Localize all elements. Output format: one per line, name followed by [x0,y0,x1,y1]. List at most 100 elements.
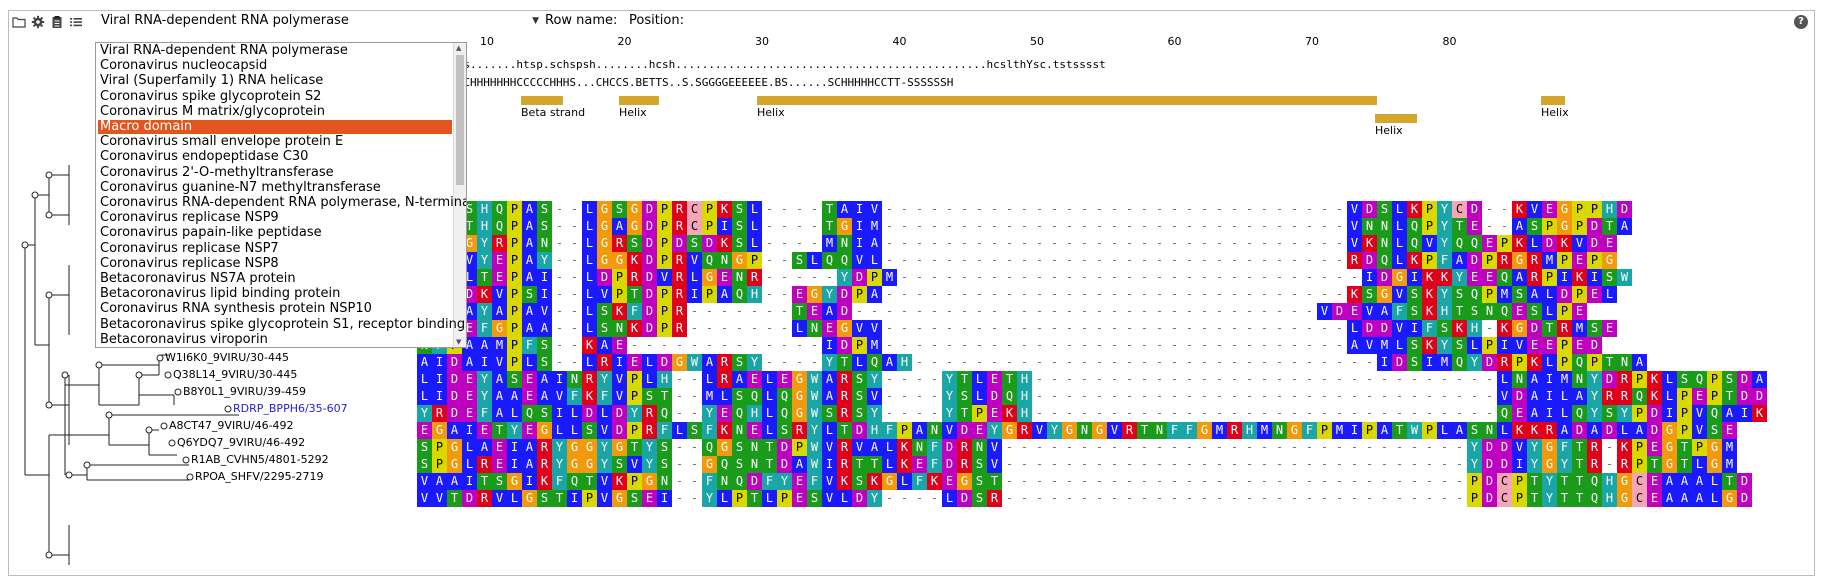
leaf-node[interactable] [174,388,182,396]
residue-cell[interactable]: S [732,201,747,218]
residue-cell[interactable]: L [567,405,582,422]
residue-cell[interactable]: K [582,337,597,354]
residue-cell[interactable]: I [1557,269,1572,286]
residue-cell[interactable]: A [822,388,837,405]
residue-cell[interactable]: F [1557,439,1572,456]
residue-cell[interactable]: P [1707,388,1722,405]
residue-cell[interactable]: K [837,473,852,490]
gap-cell[interactable]: - [1290,236,1299,250]
residue-cell[interactable]: M [1557,371,1572,388]
gap-cell[interactable]: - [1275,202,1284,216]
residue-cell[interactable]: L [1542,354,1557,371]
residue-cell[interactable]: K [897,439,912,456]
residue-cell[interactable]: T [1647,456,1662,473]
residue-cell[interactable]: S [597,320,612,337]
gap-cell[interactable]: - [1215,389,1224,403]
residue-cell[interactable]: T [1557,490,1572,507]
gap-cell[interactable]: - [1365,406,1374,420]
dropdown-option[interactable]: Coronavirus RNA-dependent RNA polymerase… [100,195,467,210]
gap-cell[interactable]: - [975,338,984,352]
gap-cell[interactable]: - [1065,236,1074,250]
gap-cell[interactable]: - [1050,236,1059,250]
residue-cell[interactable]: L [1347,320,1362,337]
gap-cell[interactable]: - [1455,457,1464,471]
residue-cell[interactable]: S [972,490,987,507]
residue-cell[interactable]: H [657,371,672,388]
residue-cell[interactable]: A [912,422,927,439]
residue-cell[interactable]: S [807,490,822,507]
residue-cell[interactable]: G [597,218,612,235]
gap-cell[interactable]: - [1215,321,1224,335]
gap-cell[interactable]: - [1065,253,1074,267]
gap-cell[interactable]: - [1095,474,1104,488]
gap-cell[interactable]: - [1080,287,1089,301]
residue-cell[interactable]: P [1512,473,1527,490]
gap-cell[interactable]: - [1290,304,1299,318]
residue-cell[interactable]: G [447,439,462,456]
gap-cell[interactable]: - [1065,474,1074,488]
residue-cell[interactable]: Q [1002,388,1017,405]
residue-cell[interactable]: G [507,473,522,490]
residue-cell[interactable]: D [612,405,627,422]
gap-cell[interactable]: - [1185,491,1194,505]
residue-cell[interactable]: G [597,252,612,269]
residue-cell[interactable]: R [432,405,447,422]
gap-cell[interactable]: - [1125,338,1134,352]
residue-cell[interactable]: P [507,354,522,371]
gap-cell[interactable]: - [1500,202,1509,216]
gap-cell[interactable]: - [945,236,954,250]
residue-cell[interactable]: L [417,388,432,405]
residue-cell[interactable]: L [852,354,867,371]
residue-cell[interactable]: P [1572,201,1587,218]
gap-cell[interactable]: - [1140,389,1149,403]
gap-cell[interactable]: - [1185,406,1194,420]
sequence-alignment[interactable]: EECSHQPAS--LGSGDPRCPKSL----TAIV---------… [417,201,1814,575]
dropdown-option[interactable]: Betacoronavirus viroporin [100,331,268,347]
residue-cell[interactable]: N [1482,303,1497,320]
residue-cell[interactable]: E [1482,269,1497,286]
gap-cell[interactable]: - [900,304,909,318]
gap-cell[interactable]: - [675,457,684,471]
gap-cell[interactable]: - [555,304,564,318]
gap-cell[interactable]: - [1155,321,1164,335]
residue-cell[interactable]: G [957,473,972,490]
residue-cell[interactable]: V [1692,405,1707,422]
gap-cell[interactable]: - [915,219,924,233]
gap-cell[interactable]: - [675,389,684,403]
residue-cell[interactable]: G [597,235,612,252]
residue-cell[interactable]: S [732,218,747,235]
residue-cell[interactable]: P [1677,422,1692,439]
gap-cell[interactable]: - [1335,202,1344,216]
gap-cell[interactable]: - [675,474,684,488]
gap-cell[interactable]: - [675,491,684,505]
residue-cell[interactable]: V [612,371,627,388]
gap-cell[interactable]: - [1170,355,1179,369]
residue-cell[interactable]: E [462,388,477,405]
gap-cell[interactable]: - [1155,457,1164,471]
residue-cell[interactable]: S [1707,422,1722,439]
gap-cell[interactable]: - [1095,406,1104,420]
residue-cell[interactable]: I [552,371,567,388]
residue-cell[interactable]: P [897,422,912,439]
residue-cell[interactable]: Y [477,235,492,252]
residue-cell[interactable]: Q [1572,405,1587,422]
gap-cell[interactable]: - [1215,287,1224,301]
residue-cell[interactable]: R [477,490,492,507]
gap-cell[interactable]: - [570,355,579,369]
residue-cell[interactable]: R [672,286,687,303]
residue-cell[interactable]: Q [1587,490,1602,507]
gap-cell[interactable]: - [1050,440,1059,454]
residue-cell[interactable]: T [492,422,507,439]
residue-cell[interactable]: T [1572,490,1587,507]
gap-cell[interactable]: - [1275,406,1284,420]
gap-cell[interactable]: - [1035,389,1044,403]
gap-cell[interactable]: - [1245,355,1254,369]
residue-cell[interactable]: A [1557,422,1572,439]
residue-cell[interactable]: N [1512,371,1527,388]
residue-cell[interactable]: Y [1587,388,1602,405]
residue-cell[interactable]: I [1587,269,1602,286]
residue-cell[interactable]: V [867,201,882,218]
residue-cell[interactable]: D [1737,371,1752,388]
gap-cell[interactable]: - [1275,474,1284,488]
residue-cell[interactable]: R [1602,388,1617,405]
